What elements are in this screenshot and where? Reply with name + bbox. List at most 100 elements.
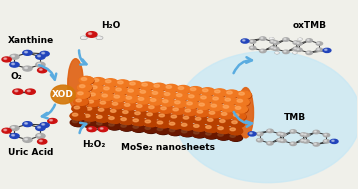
Circle shape bbox=[96, 107, 111, 115]
Circle shape bbox=[233, 114, 246, 120]
Circle shape bbox=[173, 108, 185, 115]
Circle shape bbox=[293, 47, 299, 50]
Circle shape bbox=[2, 57, 11, 62]
Circle shape bbox=[161, 107, 166, 110]
Circle shape bbox=[214, 90, 227, 97]
Circle shape bbox=[194, 125, 199, 127]
Circle shape bbox=[216, 126, 230, 133]
Circle shape bbox=[2, 128, 11, 133]
Circle shape bbox=[219, 111, 233, 119]
Circle shape bbox=[250, 133, 252, 134]
Circle shape bbox=[278, 139, 280, 140]
Circle shape bbox=[27, 90, 30, 92]
Circle shape bbox=[121, 124, 126, 127]
Circle shape bbox=[185, 101, 199, 108]
Circle shape bbox=[120, 118, 134, 125]
Circle shape bbox=[178, 87, 191, 93]
Circle shape bbox=[277, 132, 283, 136]
Circle shape bbox=[109, 117, 114, 119]
Circle shape bbox=[193, 131, 206, 138]
Circle shape bbox=[298, 38, 303, 40]
Circle shape bbox=[113, 95, 127, 102]
Circle shape bbox=[235, 106, 248, 113]
Circle shape bbox=[102, 86, 116, 93]
Circle shape bbox=[238, 92, 252, 99]
Circle shape bbox=[261, 50, 263, 51]
Circle shape bbox=[81, 78, 87, 81]
Circle shape bbox=[228, 127, 242, 134]
Circle shape bbox=[323, 140, 330, 143]
Circle shape bbox=[195, 117, 201, 120]
Circle shape bbox=[136, 105, 149, 112]
Circle shape bbox=[145, 120, 158, 127]
Circle shape bbox=[133, 125, 139, 128]
Circle shape bbox=[182, 130, 187, 133]
Circle shape bbox=[42, 52, 44, 54]
Circle shape bbox=[107, 122, 121, 130]
Circle shape bbox=[128, 81, 142, 88]
Circle shape bbox=[97, 122, 102, 125]
Circle shape bbox=[79, 77, 93, 84]
Circle shape bbox=[79, 85, 92, 92]
Circle shape bbox=[213, 89, 227, 96]
Circle shape bbox=[25, 67, 28, 69]
Circle shape bbox=[129, 82, 142, 89]
Circle shape bbox=[72, 120, 85, 127]
Text: oxTMB: oxTMB bbox=[292, 21, 326, 30]
Circle shape bbox=[167, 121, 182, 129]
Circle shape bbox=[187, 94, 201, 101]
Circle shape bbox=[268, 142, 270, 143]
Circle shape bbox=[260, 37, 266, 40]
Circle shape bbox=[291, 143, 293, 144]
Circle shape bbox=[268, 130, 270, 131]
Circle shape bbox=[74, 106, 87, 113]
Circle shape bbox=[103, 87, 116, 94]
Circle shape bbox=[237, 99, 243, 102]
Circle shape bbox=[76, 99, 88, 106]
Circle shape bbox=[260, 49, 266, 53]
Ellipse shape bbox=[175, 51, 358, 183]
Circle shape bbox=[38, 139, 47, 144]
Circle shape bbox=[40, 123, 49, 128]
Circle shape bbox=[174, 93, 189, 100]
Circle shape bbox=[133, 111, 147, 118]
Circle shape bbox=[171, 115, 184, 122]
Circle shape bbox=[229, 128, 243, 135]
Circle shape bbox=[301, 140, 303, 141]
Circle shape bbox=[48, 119, 57, 123]
Circle shape bbox=[157, 121, 163, 124]
Circle shape bbox=[169, 129, 175, 132]
Circle shape bbox=[225, 90, 239, 98]
Circle shape bbox=[179, 129, 194, 136]
Circle shape bbox=[160, 107, 173, 114]
Circle shape bbox=[124, 95, 138, 103]
Circle shape bbox=[205, 125, 218, 132]
Circle shape bbox=[132, 125, 146, 132]
Ellipse shape bbox=[238, 88, 253, 138]
Circle shape bbox=[239, 92, 244, 95]
Circle shape bbox=[76, 99, 81, 102]
Circle shape bbox=[157, 113, 171, 120]
Circle shape bbox=[138, 89, 152, 97]
Circle shape bbox=[138, 98, 144, 100]
Circle shape bbox=[238, 92, 252, 99]
Circle shape bbox=[122, 102, 136, 110]
Ellipse shape bbox=[51, 85, 75, 104]
Circle shape bbox=[211, 104, 224, 111]
Circle shape bbox=[193, 124, 206, 131]
Circle shape bbox=[202, 89, 215, 96]
Circle shape bbox=[82, 113, 97, 121]
Circle shape bbox=[40, 51, 49, 56]
Circle shape bbox=[132, 119, 146, 126]
Circle shape bbox=[90, 85, 104, 92]
Circle shape bbox=[188, 95, 201, 102]
Circle shape bbox=[218, 119, 232, 126]
Circle shape bbox=[231, 112, 246, 120]
Text: XOD: XOD bbox=[52, 90, 74, 99]
Circle shape bbox=[173, 100, 187, 107]
Circle shape bbox=[112, 102, 118, 105]
Circle shape bbox=[159, 114, 171, 121]
Circle shape bbox=[181, 115, 195, 123]
Circle shape bbox=[105, 80, 118, 87]
Circle shape bbox=[130, 82, 135, 85]
